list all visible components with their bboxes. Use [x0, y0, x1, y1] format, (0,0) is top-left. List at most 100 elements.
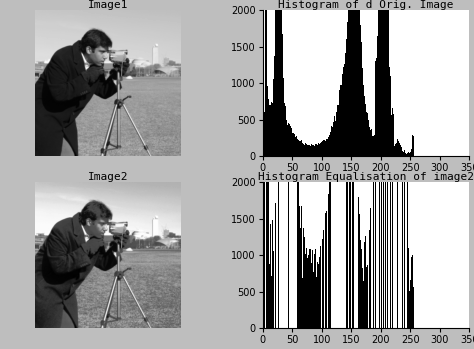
Bar	[392, 77, 393, 328]
Bar	[407, 161, 408, 328]
Bar	[276, 0, 277, 156]
Bar	[376, 58, 377, 156]
Bar	[327, 138, 328, 156]
Bar	[320, 143, 321, 156]
Bar	[296, 135, 297, 156]
Bar	[399, 92, 400, 328]
Bar	[380, 0, 381, 156]
Bar	[300, 141, 301, 156]
Bar	[329, 177, 330, 328]
Bar	[340, 85, 341, 156]
Bar	[303, 228, 304, 328]
Bar	[350, 0, 351, 156]
Bar	[387, 0, 388, 156]
Bar	[266, 114, 267, 328]
Bar	[404, 150, 405, 156]
Bar	[377, 99, 378, 328]
Bar	[378, 0, 379, 156]
Bar	[353, 148, 354, 328]
Bar	[365, 236, 366, 328]
Bar	[285, 0, 286, 328]
Bar	[334, 122, 335, 156]
Bar	[287, 125, 288, 156]
Bar	[343, 67, 344, 156]
Bar	[400, 145, 401, 156]
Bar	[310, 146, 311, 156]
Bar	[353, 0, 354, 156]
Bar	[337, 105, 338, 156]
Bar	[375, 61, 376, 156]
Bar	[330, 177, 331, 328]
Bar	[368, 120, 369, 156]
Bar	[398, 141, 399, 156]
Bar	[383, 0, 384, 156]
Bar	[329, 135, 330, 156]
Bar	[408, 248, 409, 328]
Bar	[354, 0, 355, 156]
Bar	[361, 42, 362, 156]
Bar	[292, 132, 293, 156]
Bar	[367, 233, 368, 328]
Bar	[319, 143, 320, 156]
Bar	[332, 127, 333, 156]
Bar	[327, 202, 328, 328]
Bar	[331, 171, 332, 328]
Bar	[279, 0, 280, 156]
Bar	[318, 264, 319, 328]
Bar	[387, 122, 388, 328]
Bar	[379, 97, 380, 328]
Title: Image2: Image2	[88, 172, 128, 181]
Bar	[403, 152, 404, 156]
Bar	[289, 124, 290, 156]
Bar	[322, 141, 323, 156]
Bar	[297, 138, 298, 328]
Bar	[306, 248, 307, 328]
Bar	[290, 126, 291, 156]
Bar	[335, 121, 336, 156]
Bar	[333, 122, 334, 156]
Bar	[325, 141, 326, 156]
Bar	[326, 139, 327, 156]
Bar	[309, 250, 310, 328]
Bar	[364, 242, 365, 328]
Bar	[267, 166, 268, 328]
Bar	[373, 135, 374, 156]
Bar	[311, 263, 312, 328]
Bar	[404, 123, 405, 328]
Bar	[282, 34, 283, 156]
Bar	[320, 246, 321, 328]
Bar	[377, 0, 378, 156]
Bar	[341, 85, 342, 156]
Bar	[275, 202, 276, 328]
Bar	[314, 146, 315, 156]
Bar	[402, 112, 403, 328]
Title: Histogram Equalisation of image2: Histogram Equalisation of image2	[258, 172, 474, 181]
Bar	[278, 122, 279, 328]
Bar	[304, 145, 305, 156]
Bar	[298, 139, 299, 156]
Bar	[281, 73, 282, 328]
Bar	[339, 90, 340, 156]
Bar	[308, 144, 309, 156]
Bar	[338, 98, 339, 156]
Bar	[409, 234, 410, 328]
Bar	[385, 0, 386, 156]
Bar	[346, 134, 347, 328]
Bar	[288, 123, 289, 156]
Bar	[281, 0, 282, 156]
Bar	[328, 135, 329, 156]
Bar	[397, 53, 398, 328]
Bar	[321, 142, 322, 156]
Bar	[360, 25, 361, 156]
Bar	[381, 0, 382, 156]
Bar	[399, 141, 400, 156]
Bar	[406, 154, 407, 156]
Bar	[411, 258, 412, 328]
Bar	[267, 86, 268, 156]
Bar	[409, 152, 410, 156]
Bar	[364, 96, 365, 156]
Bar	[349, 0, 350, 156]
Bar	[386, 0, 387, 156]
Bar	[275, 1, 276, 156]
Bar	[272, 220, 273, 328]
